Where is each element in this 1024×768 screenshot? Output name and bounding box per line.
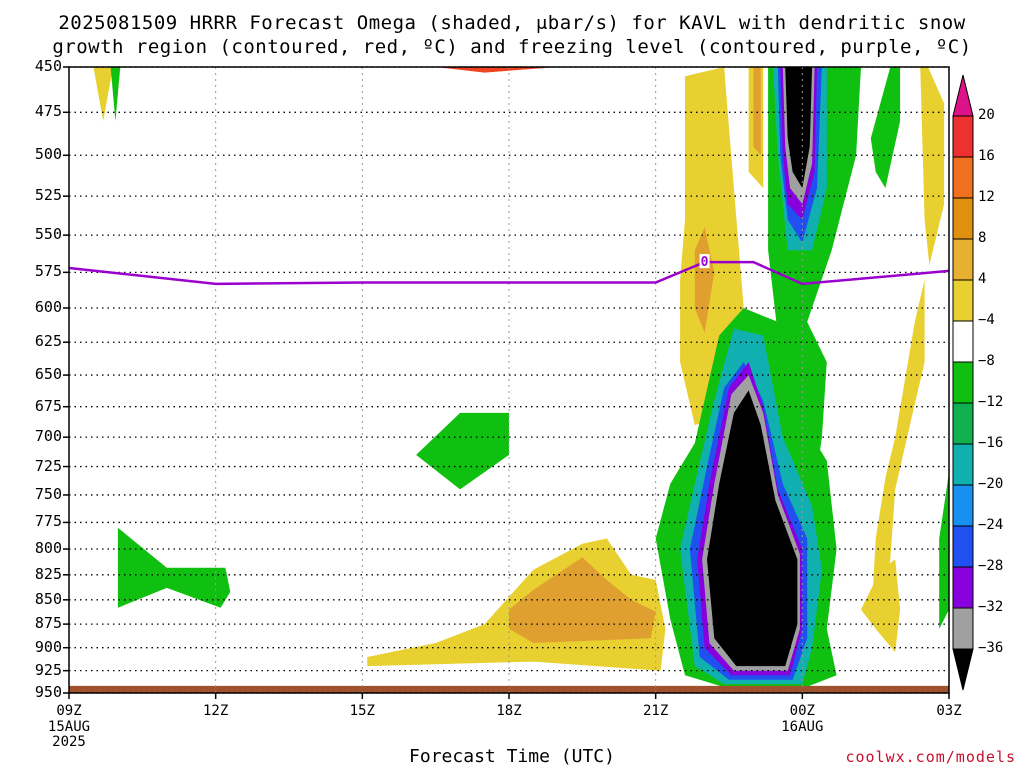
credit-link[interactable]: coolwx.com/models	[845, 748, 1016, 766]
region-omega-pos8-low	[509, 557, 656, 643]
colorbar-label: −24	[978, 517, 1004, 533]
colorbar	[952, 74, 974, 691]
x-date-label: 15AUG	[47, 719, 91, 735]
y-tick-label: 750	[34, 484, 62, 503]
region-omega-neg4-right-top	[870, 67, 901, 189]
colorbar-label: 4	[978, 271, 987, 287]
colorbar-swatch	[952, 320, 974, 363]
y-tick-label: 650	[34, 365, 62, 384]
region-omega-pos8-mid	[694, 227, 715, 333]
y-tick-label: 575	[34, 262, 62, 281]
region-omega-neg4-green-a	[110, 67, 121, 122]
y-tick-label: 775	[34, 512, 62, 531]
chart-title-line-2: growth region (contoured, red, ºC) and f…	[52, 36, 972, 58]
x-date-label: 2025	[52, 734, 86, 750]
y-tick-label: 925	[34, 660, 62, 679]
colorbar-swatch	[952, 279, 974, 322]
x-tick-label: 09Z	[56, 703, 82, 719]
colorbar-label: −36	[978, 640, 1004, 656]
x-tick-label: 15Z	[349, 703, 375, 719]
colorbar-swatch	[952, 566, 974, 609]
region-omega-4-to-8-left	[93, 67, 113, 122]
colorbar-label: 12	[978, 189, 995, 205]
y-tick-label: 875	[34, 614, 62, 633]
region-omega-dendritic	[435, 67, 558, 73]
colorbar-swatch	[952, 197, 974, 240]
x-tick-label: 18Z	[496, 703, 522, 719]
region-surface	[69, 685, 949, 693]
y-tick-label: 900	[34, 637, 62, 656]
region-omega-pos4-far-right	[920, 67, 945, 265]
x-tick-label: 21Z	[643, 703, 669, 719]
region-omega-neg4-green-b	[416, 412, 509, 490]
y-tick-label: 625	[34, 332, 62, 351]
colorbar-label: 8	[978, 230, 987, 246]
colorbar-label: −20	[978, 476, 1004, 492]
y-tick-label: 700	[34, 427, 62, 446]
y-tick-label: 950	[34, 683, 62, 701]
colorbar-swatch	[952, 484, 974, 527]
freezing-level-line	[69, 260, 949, 286]
region-omega-neg36-lower	[707, 390, 798, 667]
colorbar-label: 20	[978, 107, 995, 123]
y-tick-label: 850	[34, 589, 62, 608]
y-tick-label: 675	[34, 396, 62, 415]
x-tick-label: 12Z	[203, 703, 229, 719]
colorbar-label: −12	[978, 394, 1004, 410]
colorbar-swatch	[952, 238, 974, 281]
y-tick-label: 550	[34, 225, 62, 244]
y-tick-label: 525	[34, 186, 62, 205]
colorbar-swatch	[952, 361, 974, 404]
colorbar-swatch	[952, 402, 974, 445]
colorbar-label: −8	[978, 353, 995, 369]
region-omega-pos4-right-low	[861, 559, 901, 653]
y-tick-label: 600	[34, 298, 62, 316]
omega-shading	[69, 67, 949, 693]
colorbar-label: −28	[978, 558, 1004, 574]
colorbar-label: 16	[978, 148, 995, 164]
chart-title-line-1: 2025081509 HRRR Forecast Omega (shaded, …	[58, 12, 966, 34]
y-tick-label: 800	[34, 539, 62, 558]
region-omega-pos4-right	[870, 279, 925, 629]
colorbar-swatch	[952, 443, 974, 486]
x-axis-title: Forecast Time (UTC)	[409, 746, 615, 767]
colorbar-label: −32	[978, 599, 1004, 615]
freezing-label-bg	[699, 254, 710, 269]
colorbar-label: −4	[978, 312, 995, 328]
region-omega-neg4-green-c	[117, 527, 231, 608]
region-omega-pos8-top	[753, 67, 761, 156]
colorbar-swatch	[952, 648, 974, 691]
x-tick-label: 00Z	[789, 703, 815, 719]
colorbar-swatch	[952, 607, 974, 650]
plot-frame	[68, 66, 950, 694]
colorbar-swatch	[952, 74, 974, 117]
y-tick-label: 475	[34, 102, 62, 121]
colorbar-label: −16	[978, 435, 1004, 451]
colorbar-swatch	[952, 115, 974, 158]
colorbar-swatch	[952, 525, 974, 568]
freezing-level-label: 0	[701, 255, 709, 270]
region-omega-neg36-upper	[785, 67, 813, 189]
region-omega-neg4-far-right	[939, 472, 949, 629]
colorbar-swatch	[952, 156, 974, 199]
x-tick-label: 03Z	[936, 703, 962, 719]
y-tick-label: 450	[34, 57, 62, 75]
x-date-label: 16AUG	[781, 719, 824, 735]
y-tick-label: 500	[34, 145, 62, 164]
y-tick-label: 725	[34, 456, 62, 475]
y-tick-label: 825	[34, 564, 62, 583]
